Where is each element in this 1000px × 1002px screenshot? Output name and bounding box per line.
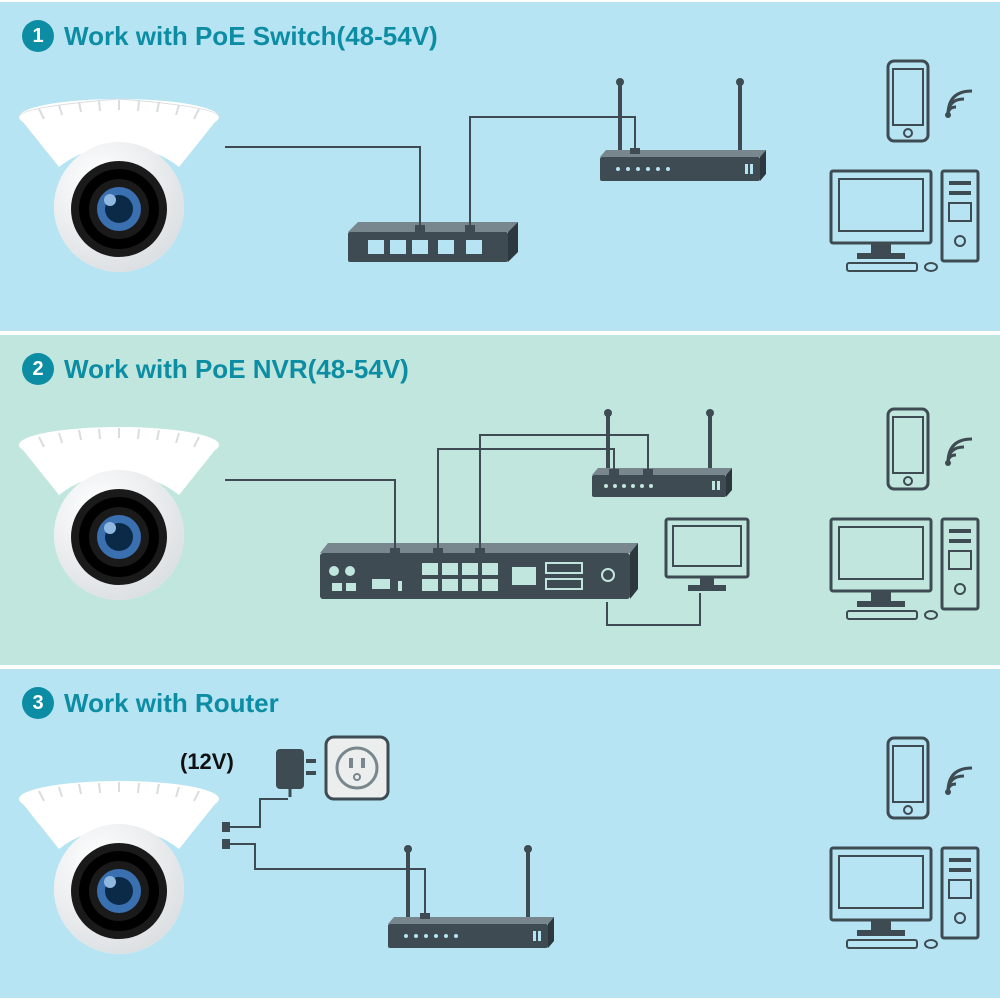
panel-poe-switch: 1 Work with PoE Switch(48-54V): [0, 0, 1000, 333]
client-devices: [827, 405, 982, 621]
panel-router: 3 Work with Router (12V): [0, 667, 1000, 1000]
panel-header: 1 Work with PoE Switch(48-54V): [22, 20, 438, 52]
smartphone-icon: [882, 405, 934, 493]
smartphone-icon: [882, 57, 934, 145]
step-badge-3: 3: [22, 687, 54, 719]
step-badge-1: 1: [22, 20, 54, 52]
wifi-router-icon: [584, 405, 734, 505]
panel-poe-nvr: 2 Work with PoE NVR(48-54V): [0, 333, 1000, 667]
poe-nvr-icon: [312, 531, 642, 611]
client-devices: [827, 734, 982, 950]
wall-outlet-icon: [322, 733, 392, 803]
step-title-2: Work with PoE NVR(48-54V): [64, 354, 409, 385]
panel-header: 2 Work with PoE NVR(48-54V): [22, 353, 409, 385]
desktop-pc-icon: [827, 840, 982, 950]
step-badge-2: 2: [22, 353, 54, 385]
smartphone-icon: [882, 734, 934, 822]
external-monitor-icon: [660, 513, 755, 598]
client-devices: [827, 57, 982, 273]
panel-header: 3 Work with Router: [22, 687, 279, 719]
wifi-router-icon: [378, 839, 558, 959]
poe-switch-icon: [338, 187, 528, 277]
desktop-pc-icon: [827, 163, 982, 273]
step-title-3: Work with Router: [64, 688, 279, 719]
power-12v-label: (12V): [180, 749, 234, 775]
wifi-waves-icon: [942, 429, 982, 469]
dome-camera-icon: [14, 425, 224, 605]
desktop-pc-icon: [827, 511, 982, 621]
wifi-router-icon: [590, 72, 770, 192]
step-title-1: Work with PoE Switch(48-54V): [64, 21, 438, 52]
dome-camera-icon: [14, 779, 224, 959]
wifi-waves-icon: [942, 81, 982, 121]
wifi-waves-icon: [942, 758, 982, 798]
power-adapter-icon: [262, 739, 322, 799]
dome-camera-icon: [14, 97, 224, 277]
